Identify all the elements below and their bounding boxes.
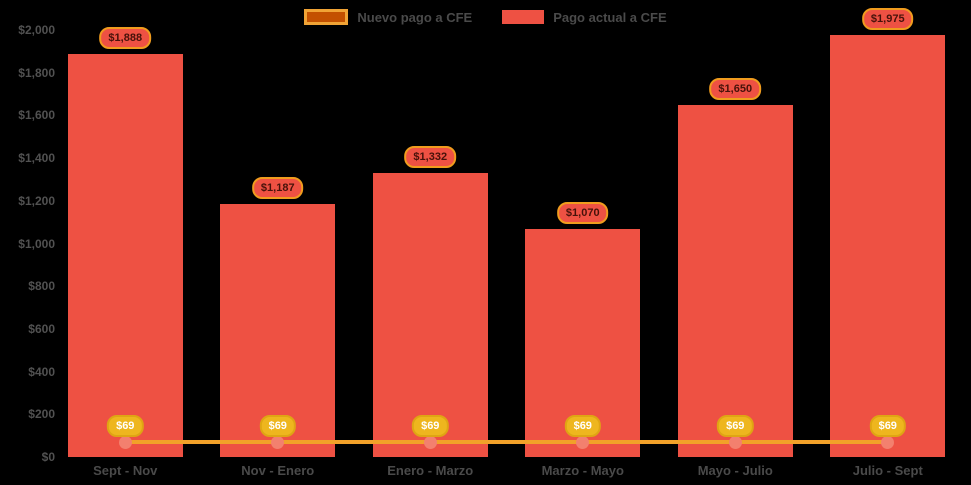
bar-pago-actual — [677, 104, 793, 457]
chart-legend: Nuevo pago a CFE Pago actual a CFE — [0, 7, 971, 27]
x-axis-category-label: Julio - Sept — [852, 463, 923, 478]
x-axis-category-label: Enero - Marzo — [387, 463, 474, 478]
legend-swatch-pago-actual — [502, 10, 545, 24]
y-axis-tick-label: $200 — [28, 407, 55, 422]
y-axis-tick-label: $800 — [28, 279, 55, 294]
legend-label-nuevo-pago: Nuevo pago a CFE — [357, 9, 473, 25]
x-axis-category-label: Sept - Nov — [93, 463, 158, 478]
y-axis-tick-label: $1,200 — [18, 193, 55, 208]
bar-value-label: $1,187 — [251, 176, 304, 199]
line-value-label: $69 — [107, 415, 144, 438]
line-value-label: $69 — [564, 415, 601, 438]
legend-swatch-nuevo-pago — [304, 9, 349, 25]
bar-value-label: $1,070 — [556, 201, 609, 224]
y-axis-tick-label: $1,400 — [18, 151, 55, 166]
line-marker — [881, 435, 895, 449]
line-value-label: $69 — [412, 415, 449, 438]
y-axis-tick-label: $400 — [28, 364, 55, 379]
line-value-label: $69 — [259, 415, 296, 438]
y-axis-tick-label: $1,000 — [18, 236, 55, 251]
y-axis-tick-label: $1,800 — [18, 65, 55, 80]
y-axis-tick-label: $600 — [28, 321, 55, 336]
bar-value-label: $1,332 — [404, 145, 457, 168]
line-marker — [118, 435, 132, 449]
line-value-label: $69 — [869, 415, 906, 438]
legend-item-pago-actual[interactable]: Pago actual a CFE — [502, 9, 667, 25]
x-axis-category-label: Marzo - Mayo — [541, 463, 624, 478]
bar-value-label: $1,888 — [99, 26, 152, 49]
y-axis-tick-label: $0 — [41, 450, 55, 464]
x-axis-category-label: Mayo - Julio — [697, 463, 773, 478]
line-marker — [271, 435, 285, 449]
line-marker — [423, 435, 437, 449]
bar-value-label: $1,650 — [709, 77, 762, 100]
line-marker — [728, 435, 742, 449]
line-marker — [576, 435, 590, 449]
bar-value-label: $1,975 — [861, 8, 914, 31]
trend-line-nuevo-pago — [125, 440, 888, 445]
bar-pago-actual — [372, 172, 488, 457]
line-value-label: $69 — [717, 415, 754, 438]
x-axis-category-label: Nov - Enero — [241, 463, 315, 478]
legend-item-nuevo-pago[interactable]: Nuevo pago a CFE — [304, 9, 472, 25]
bar-pago-actual — [830, 35, 946, 457]
legend-label-pago-actual: Pago actual a CFE — [553, 9, 667, 25]
bar-pago-actual — [220, 203, 336, 457]
y-axis-tick-label: $2,000 — [18, 23, 55, 37]
bar-pago-actual — [67, 53, 183, 457]
y-axis-tick-label: $1,600 — [18, 108, 55, 123]
